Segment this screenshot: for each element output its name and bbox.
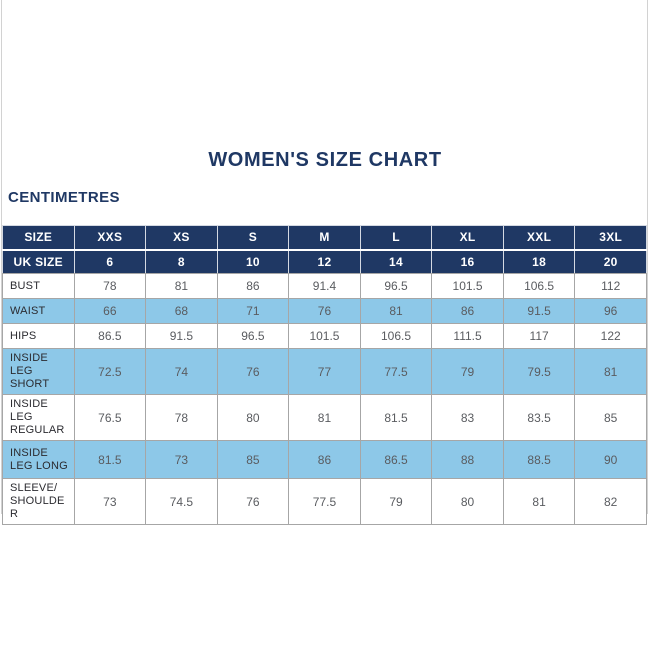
row-label: HIPS <box>2 323 75 349</box>
measurement-value: 79.5 <box>502 348 576 395</box>
measurement-value: 74.5 <box>145 478 218 525</box>
uk-size-value: 12 <box>288 249 361 274</box>
uk-size-value: 20 <box>574 249 647 274</box>
measurement-value: 96.5 <box>359 273 433 299</box>
measurement-value: 90 <box>574 440 647 479</box>
measurement-value: 86.5 <box>73 323 147 349</box>
measurement-value: 76.5 <box>73 394 147 441</box>
measurement-value: 88.5 <box>502 440 576 479</box>
measurement-value: 106.5 <box>359 323 433 349</box>
table-row: WAIST 66 68 71 76 81 86 91.5 96 <box>2 298 647 324</box>
measurement-value: 79 <box>359 478 433 525</box>
measurement-value: 96.5 <box>216 323 290 349</box>
measurement-value: 78 <box>145 394 218 441</box>
measurement-value: 83.5 <box>502 394 576 441</box>
row-label: INSIDE LEG LONG <box>2 440 75 479</box>
uk-size-value: 6 <box>73 249 147 274</box>
measurement-value: 79 <box>431 348 504 395</box>
measurement-value: 86 <box>431 298 504 324</box>
measurement-value: 71 <box>216 298 290 324</box>
measurement-value: 76 <box>216 478 290 525</box>
row-label: BUST <box>2 273 75 299</box>
measurement-value: 86 <box>288 440 361 479</box>
uk-size-value: 10 <box>216 249 290 274</box>
measurement-value: 80 <box>216 394 290 441</box>
size-column-header: L <box>359 225 433 251</box>
measurement-value: 96 <box>574 298 647 324</box>
measurement-value: 91.5 <box>502 298 576 324</box>
frame-edge-right <box>647 0 648 514</box>
uk-size-value: 14 <box>359 249 433 274</box>
units-label: CENTIMETRES <box>8 189 120 206</box>
row-label: INSIDE LEG REGULAR <box>2 394 75 441</box>
measurement-value: 106.5 <box>502 273 576 299</box>
measurement-value: 81 <box>145 273 218 299</box>
measurement-value: 77.5 <box>288 478 361 525</box>
measurement-value: 122 <box>574 323 647 349</box>
size-chart-table: SIZE XXS XS S M L XL XXL 3XL UK SIZE 6 8 10 12 14 16… <box>2 225 647 525</box>
measurement-value: 76 <box>288 298 361 324</box>
measurement-value: 91.5 <box>145 323 218 349</box>
uk-size-label: UK SIZE <box>2 249 75 274</box>
table-header: SIZE XXS XS S M L XL XXL 3XL UK SIZE 6 8 10 12 14 16… <box>2 225 647 274</box>
measurement-value: 81 <box>502 478 576 525</box>
table-row: INSIDE LEG SHORT 72.5 74 76 77 77.5 79 79.5 81 <box>2 348 647 395</box>
size-column-header: XL <box>431 225 504 251</box>
page-title: WOMEN'S SIZE CHART <box>208 149 442 171</box>
measurement-value: 76 <box>216 348 290 395</box>
uk-size-value: 18 <box>502 249 576 274</box>
table-row: INSIDE LEG REGULAR 76.5 78 80 81 81.5 83 83.5 8… <box>2 394 647 441</box>
size-header-label: SIZE <box>2 225 75 251</box>
table-row: SLEEVE/​SHOULDER 73 74.5 76 77.5 79 80 81 82 <box>2 478 647 525</box>
uk-size-value: 8 <box>145 249 218 274</box>
measurement-value: 112 <box>574 273 647 299</box>
measurement-value: 81 <box>574 348 647 395</box>
size-column-header: M <box>288 225 361 251</box>
table-row: HIPS 86.5 91.5 96.5 101.5 106.5 111.5 117 122 <box>2 323 647 349</box>
size-column-header: XS <box>145 225 218 251</box>
measurement-value: 74 <box>145 348 218 395</box>
measurement-value: 81.5 <box>359 394 433 441</box>
measurement-value: 81 <box>288 394 361 441</box>
measurement-value: 81.5 <box>73 440 147 479</box>
measurement-value: 88 <box>431 440 504 479</box>
measurement-value: 117 <box>502 323 576 349</box>
measurement-value: 77 <box>288 348 361 395</box>
measurement-value: 101.5 <box>431 273 504 299</box>
size-column-header: XXL <box>502 225 576 251</box>
measurement-value: 68 <box>145 298 218 324</box>
measurement-value: 66 <box>73 298 147 324</box>
size-column-header: S <box>216 225 290 251</box>
measurement-value: 81 <box>359 298 433 324</box>
measurement-value: 85 <box>574 394 647 441</box>
measurement-value: 83 <box>431 394 504 441</box>
measurement-value: 101.5 <box>288 323 361 349</box>
measurement-value: 82 <box>574 478 647 525</box>
size-column-header: 3XL <box>574 225 647 251</box>
frame-edge-left <box>1 0 2 514</box>
measurement-value: 73 <box>73 478 147 525</box>
measurement-value: 78 <box>73 273 147 299</box>
uk-size-value: 16 <box>431 249 504 274</box>
size-column-header: XXS <box>73 225 147 251</box>
row-label: INSIDE LEG SHORT <box>2 348 75 395</box>
table-body: BUST 78 81 86 91.4 96.5 101.5 106.5 112 WAIST 6… <box>2 273 647 525</box>
measurement-value: 72.5 <box>73 348 147 395</box>
measurement-value: 73 <box>145 440 218 479</box>
table-row: INSIDE LEG LONG 81.5 73 85 86 86.5 88 88.5 90 <box>2 440 647 479</box>
measurement-value: 111.5 <box>431 323 504 349</box>
measurement-value: 91.4 <box>288 273 361 299</box>
measurement-value: 86 <box>216 273 290 299</box>
table-row: BUST 78 81 86 91.4 96.5 101.5 106.5 112 <box>2 273 647 299</box>
measurement-value: 85 <box>216 440 290 479</box>
row-label: SLEEVE/​SHOULDER <box>2 478 75 525</box>
size-header-row: SIZE XXS XS S M L XL XXL 3XL <box>2 225 647 251</box>
measurement-value: 86.5 <box>359 440 433 479</box>
uk-size-row: UK SIZE 6 8 10 12 14 16 18 20 <box>2 249 647 274</box>
row-label: WAIST <box>2 298 75 324</box>
measurement-value: 77.5 <box>359 348 433 395</box>
measurement-value: 80 <box>431 478 504 525</box>
